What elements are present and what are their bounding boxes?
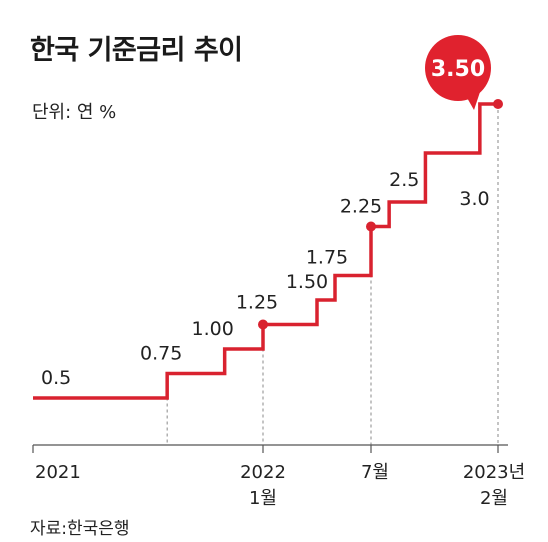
value-label: 1.50 <box>286 271 328 293</box>
x-tick-label: 2021 <box>35 462 81 483</box>
value-label: 0.5 <box>41 367 71 389</box>
x-tick-label: 2022 <box>240 462 286 483</box>
chart-title: 한국 기준금리 추이 <box>30 35 243 66</box>
data-point-marker <box>366 221 376 232</box>
data-point-marker <box>258 319 268 330</box>
unit-label: 단위: 연 % <box>32 102 117 123</box>
value-label: 1.25 <box>236 292 278 314</box>
rate-step-line <box>33 102 498 400</box>
value-label: 3.0 <box>459 188 489 210</box>
data-point-marker <box>493 99 503 109</box>
x-tick-label: 2023년 <box>463 462 525 483</box>
value-label: 2.25 <box>340 196 382 218</box>
value-label: 2.5 <box>389 169 419 191</box>
source-label: 자료:한국은행 <box>30 519 130 539</box>
x-tick-sublabel: 2월 <box>480 488 508 509</box>
latest-value-bubble <box>425 35 491 101</box>
x-tick-sublabel: 1월 <box>249 488 277 509</box>
value-label: 1.75 <box>306 247 348 269</box>
value-label: 0.75 <box>140 343 182 365</box>
x-tick-label: 7월 <box>361 462 389 483</box>
latest-value-label: 3.50 <box>431 57 485 82</box>
value-label: 1.00 <box>192 318 234 340</box>
